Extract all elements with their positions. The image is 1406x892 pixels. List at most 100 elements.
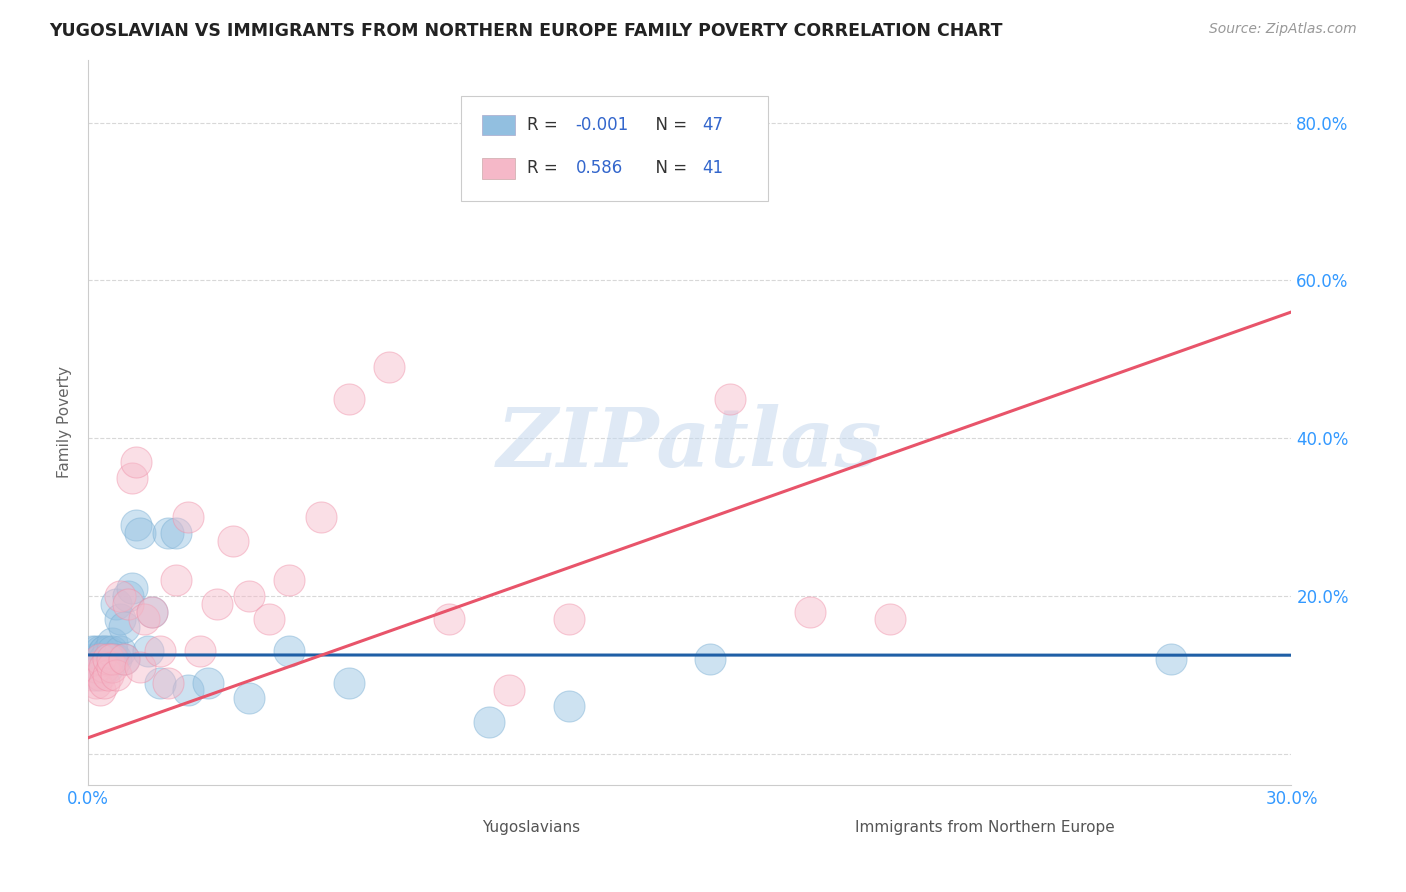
Bar [437, 821, 470, 834]
Point [117, 597, 139, 611]
Point [558, 699, 581, 714]
Point [141, 605, 163, 619]
Point [129, 660, 152, 674]
Point [558, 612, 581, 626]
Point [97, 652, 120, 666]
Point [117, 589, 139, 603]
Point [110, 612, 132, 626]
Point [238, 589, 260, 603]
Point [112, 652, 135, 666]
Point [82, 652, 104, 666]
Text: YUGOSLAVIAN VS IMMIGRANTS FROM NORTHERN EUROPE FAMILY POVERTY CORRELATION CHART: YUGOSLAVIAN VS IMMIGRANTS FROM NORTHERN … [49, 22, 1002, 40]
Text: Immigrants from Northern Europe: Immigrants from Northern Europe [855, 820, 1115, 835]
FancyBboxPatch shape [461, 95, 768, 201]
Point [89, 683, 111, 698]
Point [97, 667, 120, 681]
Point [638, 155, 661, 169]
Point [799, 605, 821, 619]
Point [101, 636, 124, 650]
Point [101, 644, 124, 658]
Point [84, 652, 107, 666]
Point [97, 652, 120, 666]
Point [101, 652, 124, 666]
Bar [482, 115, 516, 135]
Point [197, 675, 219, 690]
Y-axis label: Family Poverty: Family Poverty [58, 367, 72, 478]
Point [157, 675, 180, 690]
Point [309, 510, 332, 524]
Point [498, 683, 520, 698]
Point [437, 612, 460, 626]
Point [238, 691, 260, 706]
Point [97, 644, 120, 658]
Point [149, 675, 172, 690]
Point [177, 683, 200, 698]
Text: 41: 41 [702, 160, 723, 178]
Point [257, 612, 280, 626]
Point [337, 392, 360, 406]
Point [84, 675, 107, 690]
Point [112, 620, 135, 634]
Point [89, 652, 111, 666]
Point [129, 525, 152, 540]
Point [89, 652, 111, 666]
Point [190, 644, 212, 658]
Point [97, 660, 120, 674]
Point [82, 667, 104, 681]
Point [125, 517, 148, 532]
Text: R =: R = [527, 116, 564, 134]
Point [205, 597, 228, 611]
Point [89, 660, 111, 674]
Point [84, 660, 107, 674]
Point [93, 660, 115, 674]
Point [97, 652, 120, 666]
Bar [482, 158, 516, 178]
Point [121, 581, 143, 595]
Text: Yugoslavians: Yugoslavians [482, 820, 579, 835]
Point [165, 525, 187, 540]
Point [165, 573, 187, 587]
Bar [810, 821, 842, 834]
Point [93, 660, 115, 674]
Text: N =: N = [645, 160, 693, 178]
Text: 0.586: 0.586 [575, 160, 623, 178]
Point [89, 667, 111, 681]
Point [84, 660, 107, 674]
Point [277, 644, 299, 658]
Point [93, 652, 115, 666]
Point [110, 644, 132, 658]
Point [82, 644, 104, 658]
Point [112, 652, 135, 666]
Point [93, 644, 115, 658]
Point [93, 652, 115, 666]
Point [105, 667, 128, 681]
Point [89, 652, 111, 666]
Point [149, 644, 172, 658]
Point [93, 644, 115, 658]
Point [277, 573, 299, 587]
Point [478, 714, 501, 729]
Point [82, 660, 104, 674]
Point [879, 612, 901, 626]
Point [84, 644, 107, 658]
Point [1160, 652, 1182, 666]
Point [121, 470, 143, 484]
Text: 47: 47 [702, 116, 723, 134]
Point [93, 675, 115, 690]
Point [110, 589, 132, 603]
Point [84, 667, 107, 681]
Point [157, 525, 180, 540]
Point [105, 597, 128, 611]
Point [177, 510, 200, 524]
Point [141, 605, 163, 619]
Point [378, 360, 401, 375]
Point [101, 652, 124, 666]
Point [699, 652, 721, 666]
Text: Source: ZipAtlas.com: Source: ZipAtlas.com [1209, 22, 1357, 37]
Point [337, 675, 360, 690]
Point [136, 644, 159, 658]
Text: R =: R = [527, 160, 564, 178]
Point [89, 644, 111, 658]
Point [718, 392, 741, 406]
Point [125, 455, 148, 469]
